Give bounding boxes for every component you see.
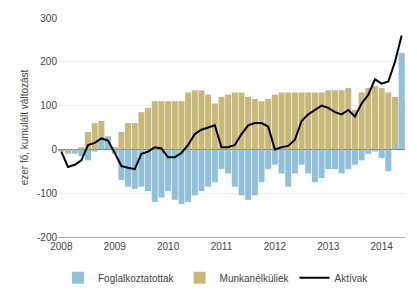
svg-text:100: 100 — [40, 100, 57, 111]
svg-text:2013: 2013 — [317, 241, 340, 252]
svg-text:Foglalkoztatottak: Foglalkoztatottak — [98, 273, 175, 284]
svg-text:2010: 2010 — [157, 241, 180, 252]
svg-text:2009: 2009 — [104, 241, 127, 252]
svg-text:0: 0 — [51, 144, 57, 155]
svg-text:Aktívak: Aktívak — [335, 273, 369, 284]
svg-text:2011: 2011 — [211, 241, 233, 252]
svg-text:2014: 2014 — [371, 241, 394, 252]
svg-text:2008: 2008 — [50, 241, 73, 252]
svg-text:-200: -200 — [37, 232, 57, 243]
svg-text:Munkanélküliek: Munkanélküliek — [220, 273, 290, 284]
svg-text:ezer fő, kumulált változást: ezer fő, kumulált változást — [19, 69, 30, 185]
svg-text:-100: -100 — [37, 188, 57, 199]
svg-text:300: 300 — [40, 13, 57, 24]
svg-text:200: 200 — [40, 56, 57, 67]
svg-text:2012: 2012 — [264, 241, 287, 252]
